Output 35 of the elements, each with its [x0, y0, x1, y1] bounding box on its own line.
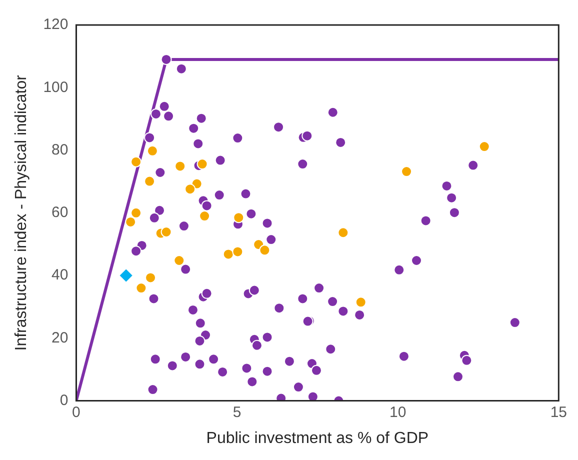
x-tick-label: 15 — [550, 404, 567, 421]
y-tick-label: 100 — [43, 78, 68, 96]
x-tick-label: 0 — [72, 404, 80, 421]
y-tick-label: 40 — [52, 266, 68, 284]
point — [136, 282, 147, 294]
point — [130, 156, 142, 168]
y-tick-label: 0 — [60, 392, 68, 409]
point — [232, 246, 244, 258]
point — [222, 248, 234, 260]
point — [199, 210, 210, 222]
y-tick-label: 80 — [52, 141, 68, 158]
y-tick-label: 120 — [43, 16, 68, 34]
point — [146, 145, 158, 156]
point — [233, 212, 244, 224]
x-tick-label: 5 — [232, 404, 242, 421]
x-tick-label: 10 — [390, 404, 406, 421]
point — [338, 227, 349, 238]
point — [125, 216, 136, 228]
point — [478, 141, 490, 152]
point — [130, 207, 142, 218]
point — [160, 226, 172, 238]
point — [259, 244, 270, 256]
y-tick-label: 20 — [52, 329, 68, 346]
point — [145, 272, 156, 284]
point — [174, 255, 185, 266]
point — [144, 176, 156, 187]
point — [401, 166, 412, 178]
x-axis-title: Public investment as % of GDP — [206, 430, 429, 447]
point — [196, 158, 208, 170]
y-tick-label: 60 — [52, 204, 68, 222]
point — [174, 160, 186, 172]
point — [118, 268, 134, 284]
y-axis-title: Infrastructure index - Physical indicator — [13, 74, 30, 351]
point — [184, 184, 196, 195]
point — [355, 296, 366, 308]
